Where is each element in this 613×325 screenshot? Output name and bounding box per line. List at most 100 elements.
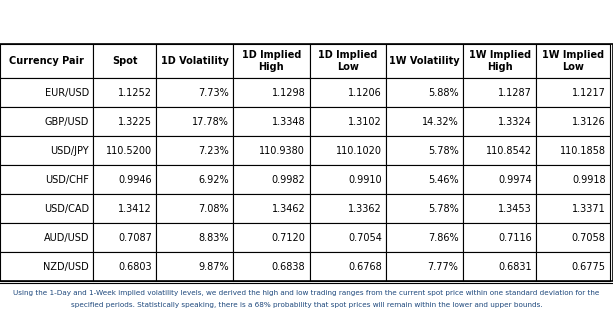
Text: 1.3225: 1.3225 [118,117,152,127]
Text: 1W Implied
High: 1W Implied High [468,50,531,72]
Bar [93,78,156,107]
Text: USD/CHF: USD/CHF [45,175,89,185]
Bar [536,223,610,252]
Text: 6.92%: 6.92% [198,175,229,185]
Bar [310,223,386,252]
Text: 1.1287: 1.1287 [498,88,532,98]
Bar [0,136,93,165]
Bar [463,252,536,281]
Text: 7.08%: 7.08% [198,204,229,214]
Text: 8.83%: 8.83% [198,233,229,243]
Text: 0.6831: 0.6831 [498,262,532,272]
Text: 1D Implied
Low: 1D Implied Low [318,50,378,72]
Bar [536,252,610,281]
Text: GBP/USD: GBP/USD [45,117,89,127]
Text: Spot: Spot [112,56,138,66]
Bar [233,194,310,223]
Text: 1.1298: 1.1298 [272,88,305,98]
Text: 5.46%: 5.46% [428,175,459,185]
Bar [233,78,310,107]
Text: 1.3348: 1.3348 [272,117,305,127]
Bar [156,136,233,165]
Text: 0.9982: 0.9982 [272,175,305,185]
Bar [463,107,536,136]
Bar [536,165,610,194]
Bar [0,44,93,78]
Text: 0.6838: 0.6838 [272,262,305,272]
Text: 110.8542: 110.8542 [486,146,532,156]
Bar [156,223,233,252]
Bar [93,44,156,78]
Bar [310,78,386,107]
Bar [93,107,156,136]
Bar [386,107,463,136]
Bar [386,78,463,107]
Bar [156,107,233,136]
Bar [156,252,233,281]
Bar [233,252,310,281]
Text: 0.7058: 0.7058 [572,233,606,243]
Text: 1.1206: 1.1206 [348,88,382,98]
Bar [0,107,93,136]
Text: 9.87%: 9.87% [198,262,229,272]
Bar [0,223,93,252]
Bar [310,107,386,136]
Bar [536,194,610,223]
Bar [0,283,613,325]
Bar [386,136,463,165]
Bar [536,136,610,165]
Text: 0.7087: 0.7087 [118,233,152,243]
Bar [386,252,463,281]
Bar [463,194,536,223]
Bar [463,223,536,252]
Bar [93,252,156,281]
Text: 7.73%: 7.73% [198,88,229,98]
Bar [463,78,536,107]
Bar [233,223,310,252]
Text: 1.1252: 1.1252 [118,88,152,98]
Text: NZD/USD: NZD/USD [44,262,89,272]
Text: 0.9946: 0.9946 [118,175,152,185]
Text: AUD/USD: AUD/USD [44,233,89,243]
Text: 7.86%: 7.86% [428,233,459,243]
Bar [0,78,93,107]
Text: 0.7054: 0.7054 [348,233,382,243]
Text: specified periods. Statistically speaking, there is a 68% probability that spot : specified periods. Statistically speakin… [70,302,543,307]
Bar [0,252,93,281]
Text: Using the 1-Day and 1-Week implied volatility levels, we derived the high and lo: Using the 1-Day and 1-Week implied volat… [13,290,600,295]
Text: 17.78%: 17.78% [192,117,229,127]
Bar [536,78,610,107]
Text: 110.5200: 110.5200 [106,146,152,156]
Bar [93,194,156,223]
Bar [310,44,386,78]
Bar [386,194,463,223]
Text: 1D Volatility: 1D Volatility [161,56,229,66]
Bar [233,44,310,78]
Text: 7.23%: 7.23% [198,146,229,156]
Bar [233,165,310,194]
Bar [156,44,233,78]
Text: 1W Implied
Low: 1W Implied Low [542,50,604,72]
Bar [156,78,233,107]
Text: 110.1020: 110.1020 [336,146,382,156]
Bar [310,194,386,223]
Text: 110.1858: 110.1858 [560,146,606,156]
Text: 0.9918: 0.9918 [572,175,606,185]
Bar [93,136,156,165]
Bar [93,223,156,252]
Text: Currency Pair: Currency Pair [9,56,84,66]
Bar [536,107,610,136]
Text: 0.7116: 0.7116 [498,233,532,243]
Text: 5.88%: 5.88% [428,88,459,98]
Bar [463,136,536,165]
Bar [93,165,156,194]
Bar [386,165,463,194]
Text: 1D Implied
High: 1D Implied High [242,50,301,72]
Bar [0,165,93,194]
Text: 0.6803: 0.6803 [118,262,152,272]
Text: EUR/USD: EUR/USD [45,88,89,98]
Text: 1.1217: 1.1217 [572,88,606,98]
Bar [0,44,613,281]
Bar [310,252,386,281]
Text: 7.77%: 7.77% [428,262,459,272]
